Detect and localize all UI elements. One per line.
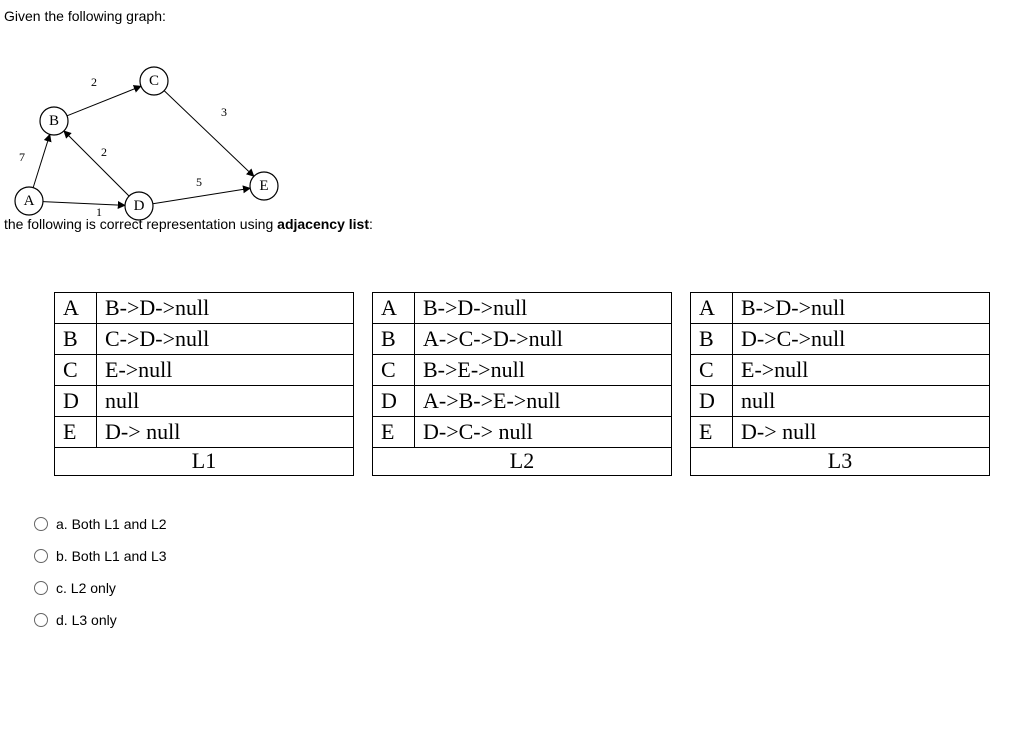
graph-edge [43,202,125,206]
vertex-cell: C [691,355,733,386]
vertex-cell: D [691,386,733,417]
answer-option[interactable]: c. L2 only [34,580,1001,596]
tables-row: AB->D->nullBC->D->nullCE->nullDnullED-> … [4,292,1001,476]
table-row: Dnull [55,386,354,417]
radio-icon[interactable] [34,549,48,563]
table-row: ED->C-> null [373,417,672,448]
edge-weight: 7 [19,150,25,164]
graph-edge [153,188,250,204]
adjacency-table-block: AB->D->nullBA->C->D->nullCB->E->nullDA->… [372,292,672,476]
graph-node-label: B [49,113,59,129]
edge-weight: 1 [96,205,102,219]
list-cell: A->C->D->null [415,324,672,355]
list-cell: E->null [97,355,354,386]
graph-figure: 7 1 2 2 3 5 A B C D E [4,36,304,216]
vertex-cell: E [691,417,733,448]
table-caption: L1 [54,448,354,476]
adjacency-table: AB->D->nullBC->D->nullCE->nullDnullED-> … [54,292,354,448]
list-cell: B->D->null [415,293,672,324]
vertex-cell: E [373,417,415,448]
list-cell: null [733,386,990,417]
list-cell: D->C->null [733,324,990,355]
graph-node-label: A [24,193,35,209]
list-cell: B->E->null [415,355,672,386]
vertex-cell: E [55,417,97,448]
adjacency-table: AB->D->nullBA->C->D->nullCB->E->nullDA->… [372,292,672,448]
table-row: ED-> null [55,417,354,448]
option-label: b. Both L1 and L3 [56,548,167,564]
radio-icon[interactable] [34,613,48,627]
answer-option[interactable]: a. Both L1 and L2 [34,516,1001,532]
option-label: a. Both L1 and L2 [56,516,167,532]
vertex-cell: D [55,386,97,417]
table-caption: L2 [372,448,672,476]
graph-edge [64,131,129,196]
adjacency-table: AB->D->nullBD->C->nullCE->nullDnullED-> … [690,292,990,448]
table-row: CB->E->null [373,355,672,386]
graph-edge [164,91,254,177]
edge-weight: 5 [196,175,202,189]
adjacency-table-block: AB->D->nullBD->C->nullCE->nullDnullED-> … [690,292,990,476]
list-cell: A->B->E->null [415,386,672,417]
list-cell: D-> null [97,417,354,448]
table-row: BA->C->D->null [373,324,672,355]
vertex-cell: A [373,293,415,324]
table-row: AB->D->null [691,293,990,324]
table-row: Dnull [691,386,990,417]
table-row: ED-> null [691,417,990,448]
question-stem-1: Given the following graph: [4,8,1001,24]
vertex-cell: B [691,324,733,355]
vertex-cell: C [373,355,415,386]
answer-option[interactable]: d. L3 only [34,612,1001,628]
table-row: AB->D->null [373,293,672,324]
list-cell: D->C-> null [415,417,672,448]
list-cell: B->D->null [733,293,990,324]
vertex-cell: A [691,293,733,324]
stem2-post: : [369,216,373,232]
graph-edge [33,134,50,187]
vertex-cell: B [55,324,97,355]
edge-weight: 2 [91,75,97,89]
list-cell: null [97,386,354,417]
option-label: c. L2 only [56,580,116,596]
list-cell: E->null [733,355,990,386]
table-row: DA->B->E->null [373,386,672,417]
table-caption: L3 [690,448,990,476]
option-label: d. L3 only [56,612,117,628]
table-row: BC->D->null [55,324,354,355]
list-cell: D-> null [733,417,990,448]
edge-weight: 3 [221,105,227,119]
vertex-cell: C [55,355,97,386]
vertex-cell: D [373,386,415,417]
radio-icon[interactable] [34,581,48,595]
table-row: CE->null [691,355,990,386]
table-row: AB->D->null [55,293,354,324]
table-row: BD->C->null [691,324,990,355]
list-cell: B->D->null [97,293,354,324]
list-cell: C->D->null [97,324,354,355]
radio-icon[interactable] [34,517,48,531]
answer-options: a. Both L1 and L2 b. Both L1 and L3 c. L2 … [4,516,1001,628]
graph-node-label: C [149,73,159,89]
graph-node-label: D [134,198,145,214]
edge-weight: 2 [101,145,107,159]
table-row: CE->null [55,355,354,386]
vertex-cell: A [55,293,97,324]
vertex-cell: B [373,324,415,355]
graph-node-label: E [259,178,268,194]
adjacency-table-block: AB->D->nullBC->D->nullCE->nullDnullED-> … [54,292,354,476]
answer-option[interactable]: b. Both L1 and L3 [34,548,1001,564]
graph-edge [67,86,141,116]
